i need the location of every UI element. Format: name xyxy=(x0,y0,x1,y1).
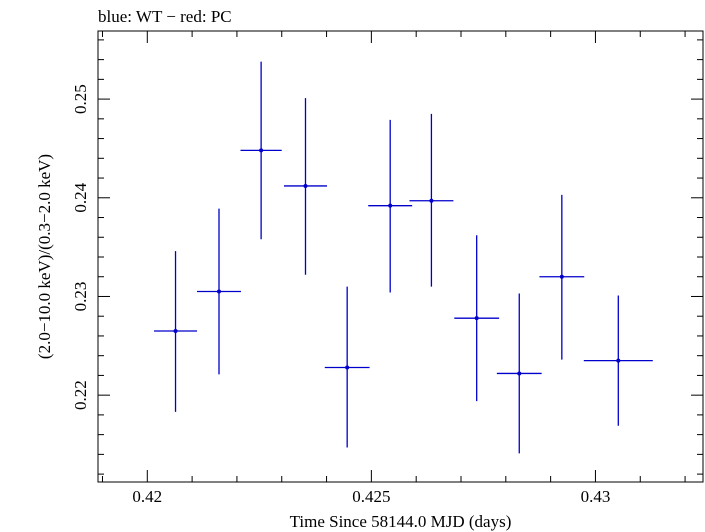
y-tick-label: 0.22 xyxy=(71,380,90,410)
data-point-group xyxy=(409,113,454,287)
data-point xyxy=(259,148,264,153)
y-tick-label: 0.25 xyxy=(71,84,90,114)
axis-ticks: 0.42 0.425 0.43 0.22 0.23 0.24 0.25 xyxy=(71,31,703,506)
data-point xyxy=(559,274,564,279)
data-point-group xyxy=(324,286,370,448)
x-tick-label: 0.42 xyxy=(132,487,162,506)
data-point xyxy=(388,203,393,208)
data-layer xyxy=(154,61,653,454)
data-point-group xyxy=(283,98,328,275)
data-point-group xyxy=(454,235,500,402)
data-point xyxy=(217,289,221,294)
plot-frame xyxy=(97,30,704,483)
x-axis-title: Time Since 58144.0 MJD (days) xyxy=(290,512,512,531)
data-point-group xyxy=(240,61,282,240)
data-point xyxy=(474,316,479,321)
data-point xyxy=(616,358,621,363)
y-axis-title: (2.0−10.0 keV)/(0.3−2.0 keV) xyxy=(35,154,54,359)
x-tick-label: 0.425 xyxy=(352,487,390,506)
data-point-group xyxy=(197,208,241,375)
x-tick-label: 0.43 xyxy=(581,487,611,506)
data-point-group xyxy=(496,293,542,454)
data-point-group xyxy=(154,251,198,412)
data-point xyxy=(517,371,522,376)
data-point xyxy=(429,198,434,203)
y-tick-label: 0.23 xyxy=(71,282,90,312)
data-point xyxy=(173,329,178,334)
y-tick-label: 0.24 xyxy=(71,182,90,212)
chart-title: blue: WT − red: PC xyxy=(98,7,232,26)
data-point xyxy=(345,365,350,370)
data-point-group xyxy=(539,194,585,360)
data-point-group xyxy=(368,119,413,293)
data-point xyxy=(303,183,308,188)
data-point-group xyxy=(583,295,653,426)
